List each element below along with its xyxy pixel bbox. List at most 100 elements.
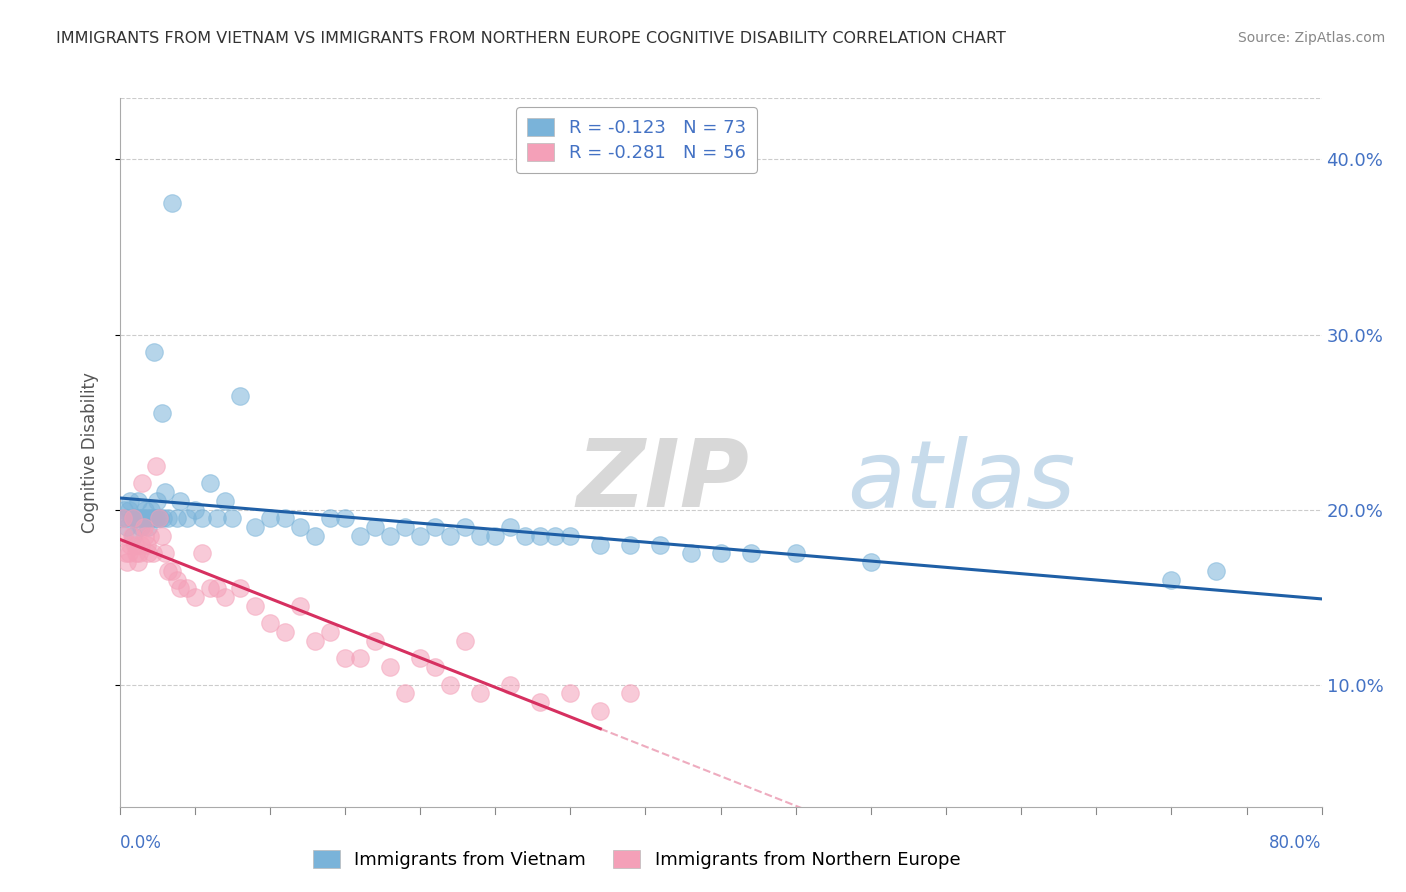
Point — [785, 546, 807, 560]
Point — [544, 529, 567, 543]
Point — [679, 546, 702, 560]
Text: IMMIGRANTS FROM VIETNAM VS IMMIGRANTS FROM NORTHERN EUROPE COGNITIVE DISABILITY : IMMIGRANTS FROM VIETNAM VS IMMIGRANTS FR… — [56, 31, 1007, 46]
Point — [183, 590, 205, 604]
Point — [499, 678, 522, 692]
Point — [127, 493, 149, 508]
Point — [111, 511, 134, 525]
Point — [439, 529, 461, 543]
Point — [364, 520, 387, 534]
Point — [191, 546, 214, 560]
Point — [169, 493, 191, 508]
Point — [138, 511, 160, 525]
Point — [153, 546, 176, 560]
Point — [709, 546, 731, 560]
Point — [176, 511, 198, 525]
Point — [117, 546, 139, 560]
Point — [349, 651, 371, 665]
Point — [288, 599, 311, 613]
Point — [288, 520, 311, 534]
Point — [136, 546, 159, 560]
Point — [114, 546, 136, 560]
Point — [560, 529, 582, 543]
Point — [589, 704, 612, 718]
Point — [139, 502, 162, 516]
Point — [274, 625, 297, 640]
Point — [499, 520, 522, 534]
Point — [114, 511, 136, 525]
Point — [468, 686, 492, 700]
Point — [148, 511, 170, 525]
Point — [191, 511, 214, 525]
Point — [619, 686, 641, 700]
Point — [259, 616, 281, 631]
Point — [145, 458, 167, 473]
Point — [112, 502, 135, 516]
Point — [619, 538, 641, 552]
Point — [529, 695, 551, 709]
Point — [136, 520, 159, 534]
Text: Source: ZipAtlas.com: Source: ZipAtlas.com — [1237, 31, 1385, 45]
Point — [319, 511, 342, 525]
Point — [111, 511, 134, 525]
Point — [135, 511, 157, 525]
Point — [118, 538, 141, 552]
Point — [205, 582, 228, 596]
Point — [228, 582, 252, 596]
Text: 0.0%: 0.0% — [120, 834, 162, 852]
Point — [143, 345, 166, 359]
Point — [142, 511, 165, 525]
Point — [112, 529, 135, 543]
Point — [423, 660, 446, 674]
Point — [409, 529, 432, 543]
Point — [1205, 564, 1227, 578]
Point — [589, 538, 612, 552]
Point — [150, 529, 173, 543]
Point — [121, 529, 143, 543]
Point — [153, 485, 176, 500]
Legend: Immigrants from Vietnam, Immigrants from Northern Europe: Immigrants from Vietnam, Immigrants from… — [305, 842, 967, 876]
Point — [304, 634, 326, 648]
Point — [146, 493, 169, 508]
Point — [166, 573, 188, 587]
Point — [176, 582, 198, 596]
Point — [142, 546, 165, 560]
Point — [166, 511, 188, 525]
Point — [304, 529, 326, 543]
Point — [333, 651, 356, 665]
Point — [183, 502, 205, 516]
Point — [221, 511, 243, 525]
Point — [529, 529, 551, 543]
Point — [131, 476, 153, 491]
Point — [129, 520, 152, 534]
Point — [214, 493, 236, 508]
Point — [484, 529, 506, 543]
Point — [118, 493, 141, 508]
Point — [319, 625, 342, 640]
Point — [454, 634, 477, 648]
Text: 80.0%: 80.0% — [1270, 834, 1322, 852]
Point — [152, 511, 174, 525]
Point — [132, 520, 155, 534]
Point — [214, 590, 236, 604]
Point — [135, 538, 157, 552]
Point — [125, 511, 148, 525]
Point — [394, 520, 416, 534]
Point — [117, 502, 139, 516]
Point — [468, 529, 492, 543]
Point — [378, 529, 401, 543]
Point — [124, 538, 146, 552]
Point — [198, 582, 221, 596]
Point — [333, 511, 356, 525]
Point — [134, 502, 156, 516]
Point — [122, 529, 145, 543]
Text: ZIP: ZIP — [576, 435, 749, 527]
Point — [378, 660, 401, 674]
Point — [115, 555, 138, 569]
Point — [129, 538, 152, 552]
Point — [423, 520, 446, 534]
Point — [125, 546, 148, 560]
Point — [1160, 573, 1182, 587]
Point — [274, 511, 297, 525]
Point — [127, 555, 149, 569]
Point — [560, 686, 582, 700]
